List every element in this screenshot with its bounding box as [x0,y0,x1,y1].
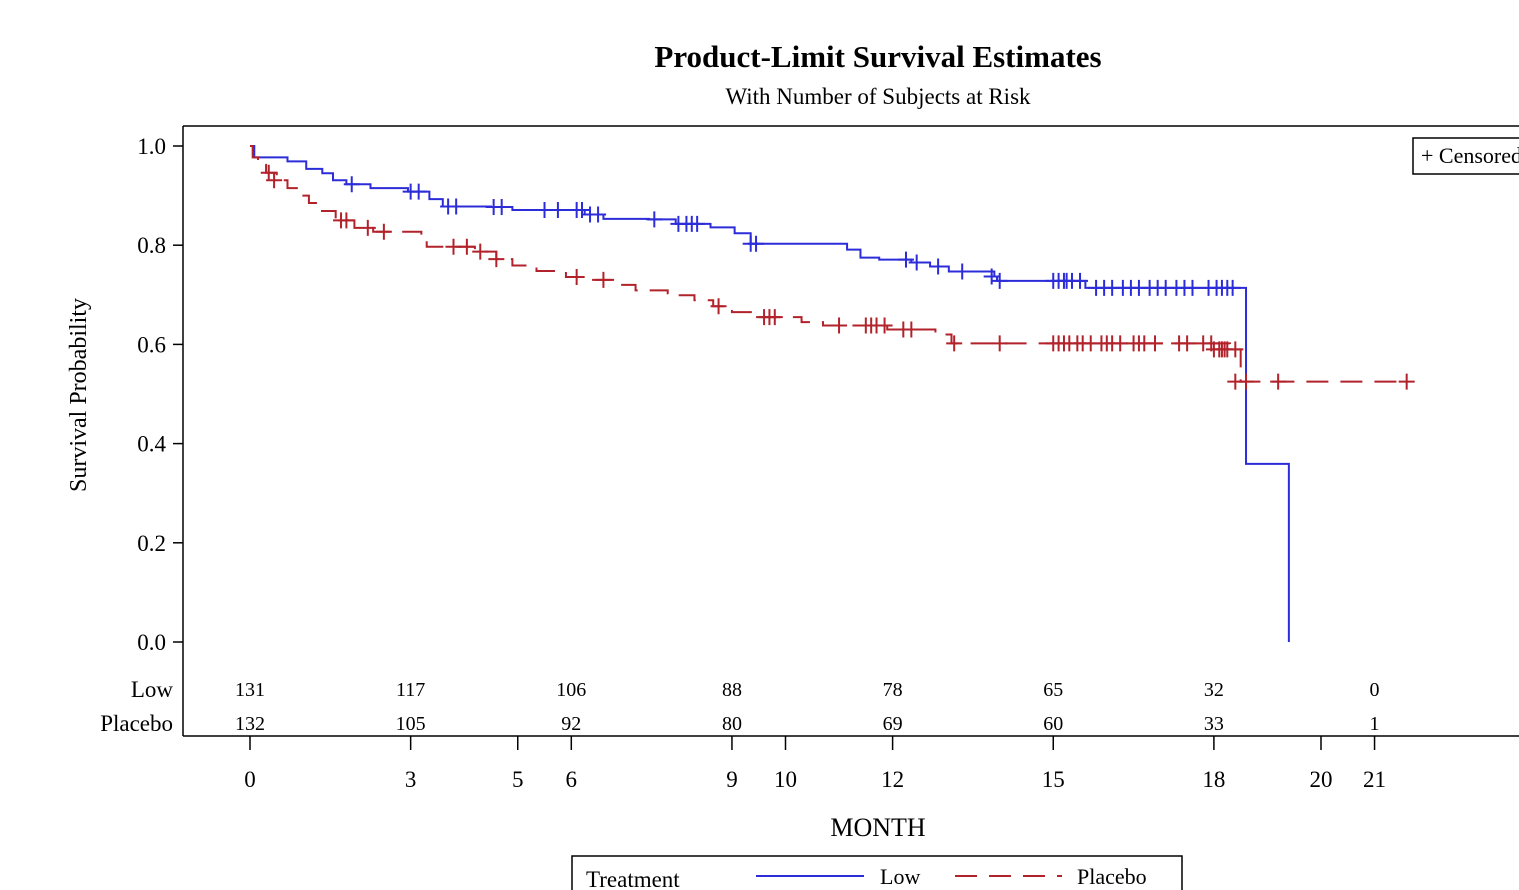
censor-mark [766,309,783,326]
censor-mark [549,201,566,218]
censor-mark [646,211,663,228]
censor-mark [266,172,283,189]
censor-mark [908,254,925,271]
censored-legend-box [1412,137,1519,175]
at-risk-value: 60 [1043,713,1063,735]
at-risk-value: 132 [235,713,265,735]
y-tick-label: 0.6 [137,332,166,357]
censor-mark [1184,279,1201,296]
censor-mark [689,215,706,232]
censor-mark [595,271,612,288]
censor-mark [458,238,475,255]
censor-mark [493,199,510,216]
at-risk-value: 106 [556,679,586,701]
at-risk-value: 105 [396,713,426,735]
censor-mark [954,263,971,280]
at-risk-table: Low 131 117 106 88 78 65 32 0 Placebo 132 105 92 80 69… [100,677,1379,736]
censor-mark [1270,373,1287,390]
at-risk-row-label: Placebo [100,711,173,736]
censor-mark [375,223,392,240]
x-tick-label: 10 [774,767,797,792]
censor-mark [359,219,376,236]
y-tick-label: 0.4 [137,432,166,457]
x-tick-label: 5 [512,767,524,792]
y-tick-label: 0.8 [137,233,166,258]
y-tick-label: 0.2 [137,531,166,556]
x-tick-label: 12 [881,767,904,792]
censor-mark [991,335,1008,352]
censor-mark [1398,373,1415,390]
censor-mark [1238,373,1255,390]
legend-box [571,855,1183,890]
at-risk-row-label: Low [131,677,174,702]
censor-mark [748,235,765,252]
x-tick-label: 6 [566,767,578,792]
at-risk-value: 131 [235,679,265,701]
censor-mark [574,201,591,218]
at-risk-value: 0 [1370,679,1380,701]
legend: Treatment Low Placebo [571,855,1183,890]
censor-mark [1072,272,1089,289]
survival-curves [250,145,1415,642]
at-risk-value: 65 [1043,679,1063,701]
censor-mark [1146,335,1163,352]
chart-title: Product-Limit Survival Estimates [654,39,1101,74]
y-tick-label: 1.0 [137,134,166,159]
chart-subtitle: With Number of Subjects at Risk [725,84,1031,109]
at-risk-value: 88 [722,679,742,701]
censor-mark [536,201,553,218]
censor-mark [343,176,360,193]
censor-mark [946,335,963,352]
censor-mark [472,243,489,260]
at-risk-value: 117 [396,679,425,701]
censored-legend: + Censored [1412,137,1519,175]
censor-mark [897,251,914,268]
censor-mark [710,298,727,315]
censor-mark [991,272,1008,289]
x-tick-label: 9 [726,767,738,792]
x-tick-label: 21 [1363,767,1386,792]
censor-mark [338,212,355,229]
legend-entry-placebo: Placebo [1077,864,1147,889]
censor-mark [1179,335,1196,352]
censor-mark [930,258,947,275]
y-axis-label: Survival Probability [66,298,92,492]
x-tick-label: 20 [1310,767,1333,792]
censor-mark [448,198,465,215]
censor-mark [1227,341,1244,358]
censor-mark [1112,335,1129,352]
legend-title: Treatment [586,867,680,890]
censor-mark [831,317,848,334]
censor-mark [1224,279,1241,296]
censor-mark [568,268,585,285]
at-risk-value: 69 [883,713,903,735]
legend-entry-low: Low [880,864,920,889]
censor-mark [488,251,505,268]
survival-curve-placebo [250,145,1407,383]
y-tick-label: 0.0 [137,630,166,655]
at-risk-value: 1 [1370,713,1380,735]
censor-mark [590,206,607,223]
y-axis: 0.0 0.2 0.4 0.6 0.8 1.0 [137,126,184,736]
censor-mark [903,321,920,338]
x-axis: 0 3 5 6 9 10 12 15 18 20 21 [183,735,1519,792]
censor-mark [876,317,893,334]
x-tick-label: 0 [244,767,256,792]
survival-curve-low [250,145,1290,642]
censored-legend-text: + Censored [1421,143,1519,168]
at-risk-value: 33 [1204,713,1224,735]
x-tick-label: 15 [1042,767,1065,792]
censor-mark [983,268,1000,285]
x-tick-label: 18 [1202,767,1225,792]
censor-mark [445,238,462,255]
at-risk-value: 78 [883,679,903,701]
at-risk-value: 80 [722,713,742,735]
x-axis-label: MONTH [830,813,926,842]
at-risk-value: 32 [1204,679,1224,701]
at-risk-value: 92 [561,713,581,735]
censor-mark [410,183,427,200]
x-tick-label: 3 [405,767,417,792]
